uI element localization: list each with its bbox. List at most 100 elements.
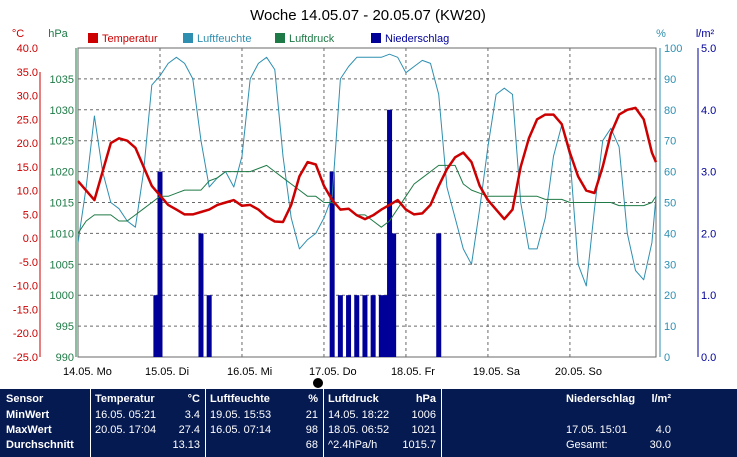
tick-label: 1025 [50,136,74,148]
tick-label: 10.0 [17,186,38,198]
temp-avg-value: 13.13 [172,439,200,451]
rain-bar [157,171,163,357]
chart-lines [77,53,658,287]
press-min-value: 1006 [411,409,436,421]
humidity-unit: % [656,28,666,40]
tick-label: 1005 [50,259,74,271]
header-pressure-unit: hPa [415,393,436,405]
row-label: MinWert [6,409,50,421]
press-max-time: 18.05. 06:52 [328,424,390,436]
rain-bar [382,295,388,357]
tick-label: 20.0 [17,138,38,150]
temp-max-value: 27.4 [178,424,200,436]
chart-legend: Temperatur Luftfeuchte Luftdruck Niederschl… [88,33,449,45]
x-tick-label: 19.05. Sa [473,366,521,378]
rain-bar [387,109,393,357]
tick-label: 60 [664,167,676,179]
x-tick-label: 16.05. Mi [227,366,272,378]
tick-label: 1020 [50,167,74,179]
hum-min-value: 21 [305,409,318,421]
temp-min-value: 3.4 [184,409,200,421]
rain-max-time: 17.05. 15:01 [566,424,628,436]
tick-label: 1015 [50,198,74,210]
separator [90,389,91,457]
series-luftfeuchte [77,53,657,287]
temperature-unit: °C [12,28,24,40]
tick-label: -15.0 [13,304,38,316]
rain-bar [436,233,442,357]
press-trend: ^2.4hPa/h [328,439,378,451]
chart-title: Woche 14.05.07 - 20.05.07 (KW20) [250,7,486,24]
header-temperature: Temperatur [95,393,155,405]
row-label: Durchschnitt [6,439,74,451]
legend-swatch [275,33,285,43]
separator [323,389,324,457]
series-temperatur [77,106,658,224]
header-sensor: Sensor [6,393,44,405]
rain-bar [346,295,352,357]
tick-label: 990 [56,352,74,364]
tick-label: 10 [664,321,676,333]
tick-label: 3.0 [701,167,716,179]
tick-label: 0 [664,352,670,364]
legend-swatch [371,33,381,43]
tick-label: 90 [664,74,676,86]
rain-total-value: 30.0 [649,439,671,451]
press-max-value: 1021 [411,424,436,436]
legend-label: Niederschlag [385,33,449,45]
rain-unit: l/m² [696,28,715,40]
tick-label: 100 [664,43,682,55]
rain-max-value: 4.0 [655,424,671,436]
tick-label: 1035 [50,74,74,86]
weather-chart: Woche 14.05.07 - 20.05.07 (KW20) °C hPa% l… [12,7,716,388]
x-tick-label: 20.05. So [555,366,602,378]
tick-label: 5.0 [701,43,716,55]
tick-label: 30 [664,259,676,271]
rain-bar [329,171,335,357]
chart-grid [39,47,699,358]
temp-max-time: 20.05. 17:04 [95,424,157,436]
tick-label: 30.0 [17,91,38,103]
legend-label: Luftdruck [289,33,335,45]
rain-bar [370,295,376,357]
press-avg-value: 1015.7 [402,439,436,451]
hum-min-time: 19.05. 15:53 [210,409,272,421]
tick-label: 1010 [50,228,74,240]
hum-avg-value: 68 [305,439,318,451]
rain-bar [391,233,397,357]
tick-label: 1000 [50,290,74,302]
axis-units: °C hPa% l/m² [12,28,715,40]
header-humidity-unit: % [308,393,318,405]
header-rain-unit: l/m² [651,393,671,405]
separator [205,389,206,457]
tick-label: 40.0 [17,43,38,55]
tick-label: 2.0 [701,228,716,240]
tick-label: 4.0 [701,105,716,117]
legend-label: Luftfeuchte [197,33,251,45]
tick-label: 25.0 [17,114,38,126]
pressure-unit: hPa [48,28,68,40]
legend-swatch [88,33,98,43]
x-tick-label: 17.05. Do [309,366,357,378]
tick-label: 50 [664,198,676,210]
header-temperature-unit: °C [187,393,200,405]
tick-label: -10.0 [13,281,38,293]
rain-total-label: Gesamt: [566,439,608,451]
rain-bar [378,295,384,357]
rain-bar [198,233,204,357]
x-tick-label: 15.05. Di [145,366,189,378]
tick-label: 20 [664,290,676,302]
tick-label: 35.0 [17,67,38,79]
hum-max-time: 16.05. 07:14 [210,424,272,436]
x-tick-label: 18.05. Fr [391,366,435,378]
tick-label: 5.0 [23,209,38,221]
x-tick-label: 14.05. Mo [63,366,112,378]
hum-max-value: 98 [305,424,318,436]
tick-label: -20.0 [13,328,38,340]
rain-bar [354,295,360,357]
rain-bar [362,295,368,357]
rain-bar [153,295,159,357]
tick-labels: 40.0 35.0 30.0 25.0 20.0 15.0 10.0 5.0 0.0 -5.0 -1… [13,43,716,378]
temp-min-time: 16.05. 05:21 [95,409,157,421]
rain-bars [153,109,442,357]
